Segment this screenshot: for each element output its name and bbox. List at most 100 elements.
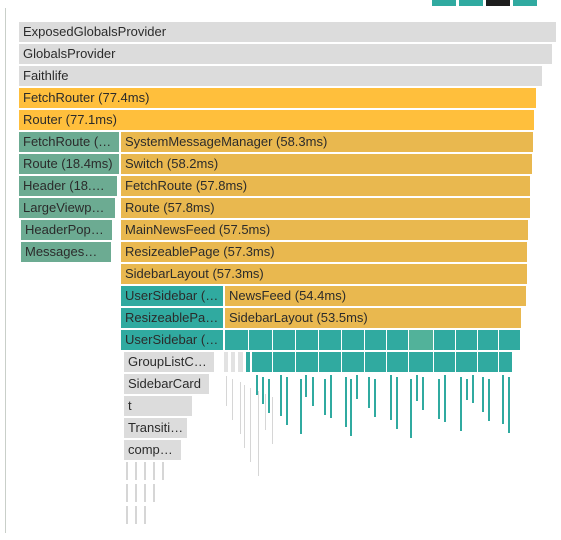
toolbar-strip-teal-3[interactable] [513,0,537,6]
frame-route-main[interactable]: Route (57.8ms) [121,198,531,218]
frame-news-child[interactable] [225,330,249,350]
frame-news-child-deep[interactable] [478,352,499,372]
frame-exposed-globals-provider[interactable]: ExposedGlobalsProvider [19,22,557,42]
deep-stack-frame[interactable] [374,379,376,417]
deep-stack-frame[interactable] [390,375,392,420]
deep-stack-frame-grey[interactable] [265,394,266,430]
trailing-frame[interactable] [126,506,128,524]
frame-news-child-deep[interactable] [365,352,387,372]
toolbar-strip-teal-1[interactable] [432,0,456,6]
deep-stack-frame-grey[interactable] [272,397,273,444]
frame-news-child-deep[interactable] [387,352,409,372]
toolbar-strip-teal-2[interactable] [459,0,483,6]
frame-faithlife[interactable]: Faithlife [19,66,543,86]
frame-resizeable-page-main[interactable]: ResizeablePage (57.3ms) [121,242,528,262]
deep-stack-frame[interactable] [488,379,490,421]
deep-stack-frame[interactable] [466,379,468,400]
deep-stack-frame[interactable] [312,377,314,406]
frame-news-child-deep[interactable] [238,352,244,372]
frame-comp[interactable]: comp… [124,440,182,460]
frame-main-news-feed[interactable]: MainNewsFeed (57.5ms) [121,220,529,240]
deep-stack-frame[interactable] [410,379,412,438]
deep-stack-frame-grey[interactable] [250,388,251,462]
deep-stack-frame[interactable] [356,375,358,399]
frame-header[interactable]: Header (18.… [19,176,118,196]
deep-stack-frame[interactable] [345,377,347,427]
deep-stack-frame-grey[interactable] [258,391,259,476]
frame-news-child[interactable] [478,330,499,350]
frame-news-child-deep[interactable] [224,352,229,372]
frame-news-child-deep[interactable] [342,352,365,372]
deep-stack-frame[interactable] [460,377,462,431]
deep-stack-frame-grey[interactable] [240,382,241,434]
deep-stack-frame[interactable] [472,375,474,403]
trailing-frame[interactable] [162,462,164,480]
frame-group-list-card[interactable]: GroupListC… [124,352,215,372]
frame-news-child[interactable] [456,330,478,350]
toolbar-strip-dark[interactable] [486,0,510,6]
frame-resizeable-page-sidebar[interactable]: ResizeablePa… [121,308,224,328]
deep-stack-frame[interactable] [280,375,282,416]
deep-stack-frame[interactable] [502,375,504,424]
deep-stack-frame[interactable] [300,379,302,434]
frame-news-child[interactable] [365,330,387,350]
frame-fetch-router[interactable]: FetchRouter (77.4ms) [19,88,537,108]
trailing-frame[interactable] [135,484,137,502]
deep-stack-frame-grey[interactable] [232,379,233,420]
trailing-frame[interactable] [135,462,137,480]
frame-transition[interactable]: Transiti… [124,418,188,438]
deep-stack-frame[interactable] [262,377,264,404]
trailing-frame[interactable] [153,462,155,480]
deep-stack-frame[interactable] [350,379,352,436]
frame-news-child[interactable] [296,330,319,350]
trailing-frame[interactable] [144,506,146,524]
frame-news-child-deep[interactable] [252,352,273,372]
frame-switch[interactable]: Switch (58.2ms) [121,154,533,174]
deep-stack-frame[interactable] [330,375,332,418]
frame-news-child-deep[interactable] [246,352,251,372]
frame-messages[interactable]: Messages… [21,242,112,262]
frame-large-viewport[interactable]: LargeViewp… [19,198,116,218]
frame-news-child[interactable] [342,330,365,350]
frame-news-child-deep[interactable] [456,352,478,372]
frame-news-child[interactable] [249,330,273,350]
frame-news-child[interactable] [409,330,434,350]
frame-fetch-route-main[interactable]: FetchRoute (57.8ms) [121,176,531,196]
frame-news-child-deep[interactable] [409,352,434,372]
deep-stack-frame[interactable] [256,375,258,395]
frame-sidebar-card[interactable]: SidebarCard [124,374,210,394]
frame-user-sidebar-2[interactable]: UserSidebar (… [121,330,224,350]
frame-globals-provider[interactable]: GlobalsProvider [19,44,553,64]
frame-fetch-route-left[interactable]: FetchRoute (… [19,132,120,152]
deep-stack-frame[interactable] [482,377,484,412]
deep-stack-frame[interactable] [444,375,446,422]
trailing-frame[interactable] [144,484,146,502]
deep-stack-frame[interactable] [305,375,307,397]
trailing-frame[interactable] [144,462,146,480]
deep-stack-frame[interactable] [368,377,370,408]
deep-stack-frame[interactable] [286,377,288,425]
frame-sidebar-layout-main[interactable]: SidebarLayout (57.3ms) [121,264,528,284]
frame-news-child[interactable] [319,330,342,350]
frame-router[interactable]: Router (77.1ms) [19,110,535,130]
frame-news-child-deep[interactable] [296,352,319,372]
frame-news-feed[interactable]: NewsFeed (54.4ms) [225,286,527,306]
frame-news-child-deep[interactable] [273,352,296,372]
deep-stack-frame[interactable] [422,377,424,410]
frame-news-child[interactable] [434,330,456,350]
deep-stack-frame[interactable] [268,379,270,413]
frame-t[interactable]: t [124,396,193,416]
deep-stack-frame[interactable] [416,375,418,401]
deep-stack-frame[interactable] [396,377,398,429]
frame-news-child[interactable] [387,330,409,350]
frame-news-child[interactable] [273,330,296,350]
frame-route-left[interactable]: Route (18.4ms) [19,154,120,174]
trailing-frame[interactable] [135,506,137,524]
deep-stack-frame[interactable] [324,379,326,415]
trailing-frame[interactable] [126,462,128,480]
deep-stack-frame[interactable] [438,379,440,419]
frame-news-child-deep[interactable] [434,352,456,372]
deep-stack-frame-grey[interactable] [244,385,245,448]
frame-system-message-manager[interactable]: SystemMessageManager (58.3ms) [121,132,534,152]
frame-sidebar-layout-news[interactable]: SidebarLayout (53.5ms) [225,308,522,328]
